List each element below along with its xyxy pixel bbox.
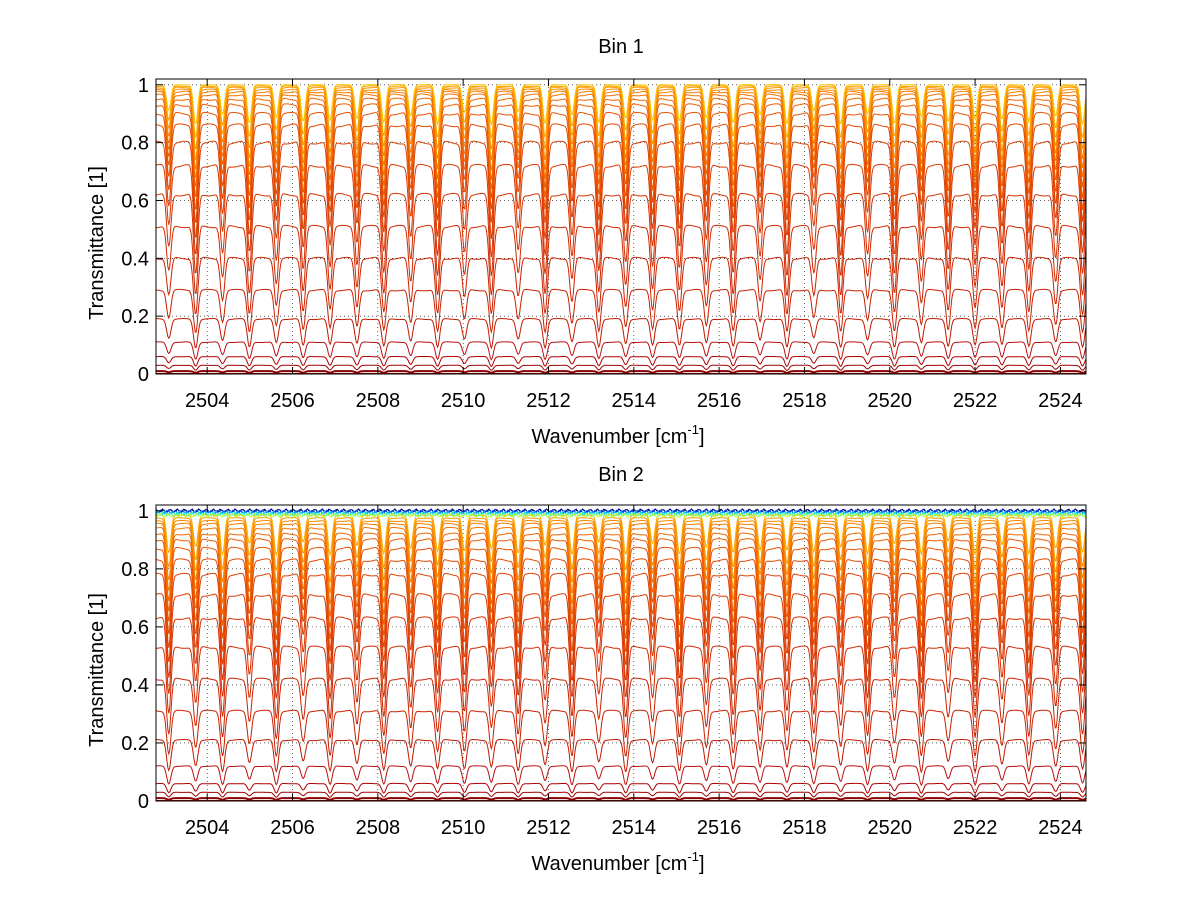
plot-frame [155, 78, 1087, 375]
x-tick-label: 2524 [1038, 817, 1083, 839]
series-line [156, 256, 1086, 315]
series-line [156, 97, 1086, 190]
x-axis-label: Wavenumber [cm-1] [531, 849, 704, 875]
series-line [156, 364, 1086, 371]
y-tick-label: 1 [138, 501, 149, 523]
y-tick-label: 0 [138, 364, 149, 386]
x-axis-label: Wavenumber [cm-1] [531, 422, 704, 448]
series-line [156, 85, 1086, 139]
chart-title: Bin 1 [598, 36, 644, 58]
x-tick-label: 2520 [868, 390, 913, 412]
x-tick-label: 2506 [270, 390, 315, 412]
x-tick-label: 2518 [782, 390, 827, 412]
series-line [156, 519, 1086, 584]
y-tick-label: 0.2 [121, 733, 149, 755]
series-line [156, 370, 1086, 374]
series-line [156, 782, 1086, 794]
series-line [156, 558, 1086, 653]
x-tick-label: 2524 [1038, 390, 1083, 412]
y-tick-label: 0.2 [121, 306, 149, 328]
x-tick-label: 2506 [270, 817, 315, 839]
series-line [156, 791, 1086, 798]
x-tick-label: 2510 [441, 390, 486, 412]
series-line [156, 140, 1086, 240]
y-axis-label: Transmittance [1] [86, 166, 108, 320]
x-tick-label: 2504 [185, 390, 230, 412]
series-line [156, 526, 1086, 606]
x-tick-label: 2508 [356, 817, 401, 839]
series-line [156, 111, 1086, 211]
x-tick-label: 2516 [697, 817, 742, 839]
series-line [156, 224, 1086, 296]
series-line [156, 163, 1086, 258]
chart-panel-bin-2: Bin 2 Wavenumber [cm-1] Transmittance [1… [86, 464, 1087, 875]
series-line [156, 797, 1086, 801]
x-tick-label: 2514 [612, 817, 657, 839]
x-tick-label: 2512 [526, 817, 571, 839]
series-line [156, 572, 1086, 667]
y-tick-label: 0.8 [121, 133, 149, 155]
series-line [156, 341, 1086, 361]
y-tick-label: 0.4 [121, 248, 149, 270]
series-line [156, 512, 1086, 519]
series-line [156, 103, 1086, 199]
x-tick-label: 2512 [526, 390, 571, 412]
series-line [156, 84, 1086, 126]
series-line [156, 538, 1086, 628]
series-line [156, 532, 1086, 617]
series-line [156, 709, 1086, 757]
x-tick-label: 2522 [953, 390, 998, 412]
series-line [156, 517, 1086, 571]
y-tick-label: 0.8 [121, 559, 149, 581]
series-group [156, 508, 1086, 801]
series-line [156, 288, 1086, 335]
series-line [156, 593, 1086, 684]
series-line [156, 318, 1086, 350]
x-tick-label: 2520 [868, 817, 913, 839]
plot-frame [155, 504, 1087, 802]
series-line [156, 739, 1086, 774]
series-line [156, 616, 1086, 699]
series-line [156, 645, 1086, 719]
chart-panel-bin-1: Bin 1 Wavenumber [cm-1] Transmittance [1… [86, 36, 1087, 448]
series-line [156, 192, 1086, 277]
y-axis-label: Transmittance [1] [86, 593, 108, 747]
y-tick-label: 0.4 [121, 675, 149, 697]
x-tick-label: 2514 [612, 390, 657, 412]
series-line [156, 123, 1086, 223]
y-tick-label: 0.6 [121, 190, 149, 212]
series-line [156, 677, 1086, 739]
y-tick-label: 1 [138, 75, 149, 97]
series-line [156, 356, 1086, 368]
x-tick-label: 2508 [356, 390, 401, 412]
series-line [156, 546, 1086, 641]
chart-title: Bin 2 [598, 464, 644, 486]
series-line [156, 765, 1086, 787]
y-tick-label: 0 [138, 791, 149, 813]
x-tick-label: 2516 [697, 390, 742, 412]
x-tick-label: 2510 [441, 817, 486, 839]
y-tick-label: 0.6 [121, 617, 149, 639]
x-tick-label: 2522 [953, 817, 998, 839]
x-tick-label: 2518 [782, 817, 827, 839]
x-tick-label: 2504 [185, 817, 230, 839]
series-group [156, 84, 1086, 374]
